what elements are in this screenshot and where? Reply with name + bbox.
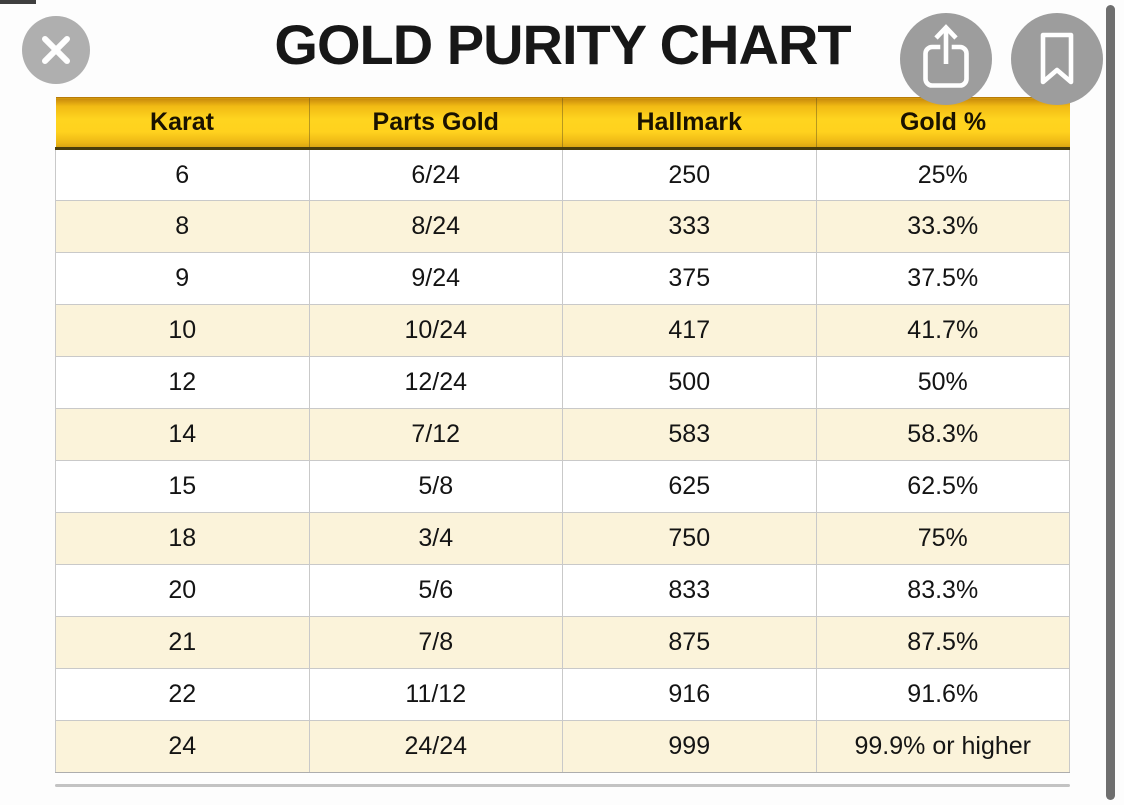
table-cell: 91.6%	[815, 668, 1070, 721]
table-row: 6 6/24 250 25%	[55, 148, 1070, 201]
table-cell: 3/4	[308, 512, 563, 565]
table-cell: 50%	[815, 356, 1070, 409]
table-cell: 14	[55, 408, 310, 461]
column-header-hallmark: Hallmark	[562, 97, 816, 150]
table-cell: 6/24	[308, 148, 563, 201]
share-button[interactable]	[900, 13, 992, 105]
table-cell: 58.3%	[815, 408, 1070, 461]
table-row: 12 12/24 500 50%	[55, 356, 1070, 409]
table-cell: 750	[562, 512, 817, 565]
table-header-row: Karat Parts Gold Hallmark Gold %	[55, 97, 1070, 150]
table-cell: 7/12	[308, 408, 563, 461]
page-title: GOLD PURITY CHART	[274, 13, 851, 76]
table-cell: 12	[55, 356, 310, 409]
table-row: 14 7/12 583 58.3%	[55, 408, 1070, 461]
bookmark-icon	[1011, 13, 1103, 105]
share-icon	[900, 13, 992, 105]
table-cell: 24/24	[308, 720, 563, 773]
table-row: 9 9/24 375 37.5%	[55, 252, 1070, 305]
table-cell: 916	[562, 668, 817, 721]
table-cell: 250	[562, 148, 817, 201]
table-row: 10 10/24 417 41.7%	[55, 304, 1070, 357]
table-cell: 62.5%	[815, 460, 1070, 513]
table-row: 15 5/8 625 62.5%	[55, 460, 1070, 513]
table-cell: 10/24	[308, 304, 563, 357]
column-header-gold-pct: Gold %	[815, 97, 1070, 150]
column-header-karat: Karat	[55, 97, 309, 150]
table-bottom-shadow	[55, 784, 1070, 787]
table-row: 18 3/4 750 75%	[55, 512, 1070, 565]
table-cell: 33.3%	[815, 200, 1070, 253]
table-cell: 25%	[815, 148, 1070, 201]
table-cell: 583	[562, 408, 817, 461]
table-cell: 8/24	[308, 200, 563, 253]
table-cell: 875	[562, 616, 817, 669]
table-cell: 500	[562, 356, 817, 409]
column-header-parts-gold: Parts Gold	[308, 97, 563, 150]
table-row: 20 5/6 833 83.3%	[55, 564, 1070, 617]
table-cell: 12/24	[308, 356, 563, 409]
table-cell: 7/8	[308, 616, 563, 669]
top-left-edge-bar	[0, 0, 36, 4]
table-cell: 99.9% or higher	[815, 720, 1070, 773]
table-cell: 375	[562, 252, 817, 305]
table-row: 24 24/24 999 99.9% or higher	[55, 720, 1070, 773]
table-cell: 21	[55, 616, 310, 669]
table-cell: 10	[55, 304, 310, 357]
table-cell: 18	[55, 512, 310, 565]
table-body: 6 6/24 250 25% 8 8/24 333 33.3% 9 9/24 375 37.5% 10 1…	[55, 148, 1070, 773]
table-cell: 625	[562, 460, 817, 513]
table-row: 8 8/24 333 33.3%	[55, 200, 1070, 253]
table-cell: 20	[55, 564, 310, 617]
table-cell: 11/12	[308, 668, 563, 721]
table-cell: 833	[562, 564, 817, 617]
bookmark-button[interactable]	[1011, 13, 1103, 105]
table-cell: 333	[562, 200, 817, 253]
scrollbar-track	[1104, 0, 1118, 805]
table-row: 22 11/12 916 91.6%	[55, 668, 1070, 721]
table-cell: 24	[55, 720, 310, 773]
gold-purity-table: Karat Parts Gold Hallmark Gold % 6 6/24 25…	[55, 97, 1070, 773]
table-cell: 15	[55, 460, 310, 513]
table-cell: 22	[55, 668, 310, 721]
scrollbar-thumb[interactable]	[1106, 5, 1115, 800]
close-button[interactable]	[22, 16, 90, 84]
table-row: 21 7/8 875 87.5%	[55, 616, 1070, 669]
table-cell: 999	[562, 720, 817, 773]
table-cell: 8	[55, 200, 310, 253]
table-cell: 87.5%	[815, 616, 1070, 669]
table-cell: 417	[562, 304, 817, 357]
table-cell: 41.7%	[815, 304, 1070, 357]
table-cell: 83.3%	[815, 564, 1070, 617]
table-cell: 37.5%	[815, 252, 1070, 305]
table-cell: 9	[55, 252, 310, 305]
close-icon	[22, 16, 90, 84]
table-cell: 9/24	[308, 252, 563, 305]
table-cell: 5/8	[308, 460, 563, 513]
table-cell: 5/6	[308, 564, 563, 617]
table-cell: 6	[55, 148, 310, 201]
table-cell: 75%	[815, 512, 1070, 565]
